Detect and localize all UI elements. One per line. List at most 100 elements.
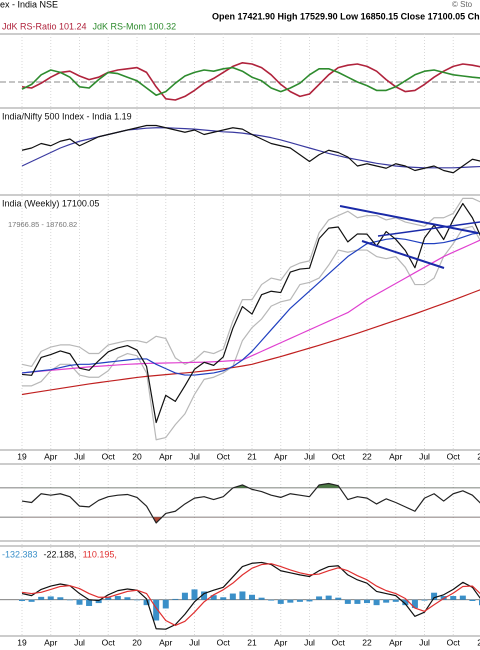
histogram-bar	[325, 595, 332, 600]
x-tick-label: Apr	[159, 637, 172, 647]
x-tick-label: Oct	[102, 637, 116, 647]
legend-entry: JdK RS-Ratio 101.24	[2, 21, 87, 31]
histogram-bar	[287, 599, 294, 603]
series-line	[21, 202, 480, 424]
histogram-bar	[306, 599, 313, 602]
series-line	[21, 197, 480, 368]
x-tick-label: Jul	[189, 637, 200, 647]
series-line	[21, 563, 480, 627]
x-tick-label: 21	[247, 451, 257, 461]
trend-line	[339, 205, 479, 234]
series-line	[21, 62, 480, 101]
panel-frame	[0, 463, 480, 542]
x-tick-label: Oct	[332, 451, 346, 461]
histogram-bar	[181, 592, 188, 600]
legend-entry: JdK RS-Mom 100.32	[93, 21, 177, 31]
histogram-bar	[143, 599, 150, 606]
histogram-bar	[124, 597, 131, 600]
x-tick-label: Apr	[274, 637, 287, 647]
histogram-bar	[229, 593, 236, 600]
trend-lines	[339, 205, 480, 269]
x-tick-label: Oct	[217, 451, 231, 461]
chart-title: ex - India NSE	[0, 0, 58, 9]
histogram-bar	[373, 599, 380, 606]
histogram-bar	[95, 599, 102, 604]
x-tick-label: Oct	[332, 637, 346, 647]
x-tick-label: Apr	[44, 451, 57, 461]
histogram-bar	[28, 599, 35, 602]
histogram-bar	[162, 599, 169, 609]
x-tick-label: Oct	[217, 637, 231, 647]
histogram-bar	[316, 596, 323, 600]
x-tick-label: 19	[17, 451, 27, 461]
histogram-bar	[220, 597, 227, 600]
histogram-bar	[249, 594, 255, 600]
x-tick-label: Oct	[447, 451, 461, 461]
histogram-bar	[277, 599, 284, 604]
histogram-bar	[19, 599, 25, 601]
series-line	[22, 225, 480, 441]
x-tick-label: 19	[17, 637, 27, 647]
panel-frame	[0, 545, 480, 637]
series-line	[21, 124, 480, 174]
x-tick-label: 21	[247, 637, 257, 647]
histogram-bar	[296, 599, 303, 602]
histogram-bar	[392, 599, 399, 602]
histogram-bar	[421, 599, 428, 601]
histogram-bar	[258, 597, 265, 600]
x-tick-label: Jul	[74, 637, 85, 647]
x-tick-label: 20	[132, 637, 142, 647]
marks	[0, 34, 480, 636]
panel-frames	[0, 33, 480, 637]
legend-entry: -132.383	[2, 549, 38, 559]
series-line	[21, 482, 480, 524]
histogram-bar	[172, 598, 179, 600]
series-line	[21, 66, 480, 96]
x-tick-label: 22	[362, 451, 372, 461]
series-line	[21, 289, 480, 396]
x-tick-label: Jul	[189, 451, 200, 461]
band-label: 17966.85 - 18760.82	[8, 220, 77, 229]
x-tick-label: Oct	[102, 451, 116, 461]
histogram-bar	[402, 599, 409, 606]
trend-line	[361, 240, 445, 269]
quote: Open 17421.90 High 17529.90 Low 16850.15…	[212, 11, 480, 21]
x-tick-label: Apr	[389, 637, 402, 647]
histogram-bar	[364, 599, 370, 604]
x-tick-label: 23	[477, 451, 480, 461]
histogram-bar	[239, 591, 246, 600]
x-tick-label: Apr	[274, 451, 287, 461]
histogram-bar	[354, 599, 361, 604]
x-tick-label: Jul	[304, 637, 315, 647]
histogram-bar	[344, 599, 351, 604]
histogram-bar	[268, 599, 275, 601]
legend-entry: India/Nifty 500 Index - India 1.19	[2, 111, 132, 121]
histogram-bar	[66, 599, 73, 601]
histogram-bar	[210, 595, 217, 600]
series-line	[21, 232, 480, 376]
histogram-bar	[153, 599, 160, 621]
histogram-bar	[114, 596, 121, 600]
histogram-bar	[459, 595, 466, 600]
histogram-bar	[86, 599, 93, 606]
x-tick-label: Apr	[159, 451, 172, 461]
x-tick-label: Jul	[419, 451, 430, 461]
panel-frame	[0, 194, 480, 451]
histogram-bar	[47, 596, 54, 600]
x-tick-label: Jul	[419, 637, 430, 647]
histogram-bar	[191, 589, 198, 600]
histogram-bar	[450, 596, 457, 600]
histogram-bar	[411, 599, 418, 609]
x-tick-label: Jul	[74, 451, 85, 461]
histogram-bar	[134, 599, 140, 601]
x-tick-label: Apr	[44, 637, 57, 647]
histogram-bar	[57, 597, 64, 600]
histogram-bar	[431, 592, 438, 600]
histogram-bar	[335, 597, 342, 600]
legend-entry: 110.195,	[83, 549, 117, 559]
histogram-bar	[38, 596, 45, 600]
x-tick-label: Jul	[304, 451, 315, 461]
x-tick-label: Apr	[389, 451, 402, 461]
